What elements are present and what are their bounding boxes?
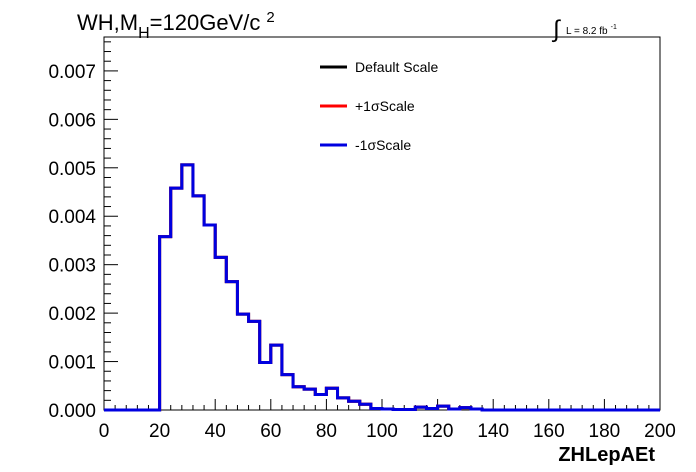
legend: Default Scale +1σScale -1σScale xyxy=(320,59,438,153)
x-tick-label: 20 xyxy=(149,421,170,442)
y-tick-label: 0.004 xyxy=(48,207,96,228)
y-tick-label: 0.007 xyxy=(48,62,96,83)
chart-title: WH,MH=120GeV/c 2 xyxy=(77,9,275,42)
title-main: WH,M xyxy=(77,10,138,35)
integral-symbol: ∫ xyxy=(551,16,561,43)
series-line-2 xyxy=(104,163,660,412)
y-axis: 0.000 0.001 0.002 0.003 0.004 0.005 0.006 0.007 xyxy=(48,37,118,422)
x-axis-label: ZHLepAEt xyxy=(558,444,655,466)
y-tick-label: 0.002 xyxy=(48,304,96,325)
x-tick-label: 0 xyxy=(99,421,110,442)
y-tick-label: 0.006 xyxy=(48,110,96,131)
title-subscript: H xyxy=(138,25,150,42)
x-tick-label: 160 xyxy=(533,421,565,442)
y-tick-label: 0.000 xyxy=(48,401,96,422)
y-tick-label: 0.001 xyxy=(48,353,96,374)
series-layer xyxy=(104,163,660,412)
x-tick-label: 60 xyxy=(260,421,281,442)
x-tick-label: 120 xyxy=(422,421,454,442)
x-tick-label: 140 xyxy=(477,421,509,442)
legend-label: +1σScale xyxy=(355,98,415,114)
luminosity-label: ∫ L = 8.2 fb -1 xyxy=(551,16,617,43)
x-tick-label: 200 xyxy=(644,421,676,442)
y-tick-label: 0.005 xyxy=(48,159,96,180)
luminosity-text: L = 8.2 fb -1 xyxy=(566,24,617,37)
legend-label: Default Scale xyxy=(355,59,438,75)
title-rest: =120GeV/c xyxy=(150,10,261,35)
y-tick-label: 0.003 xyxy=(48,256,96,277)
x-tick-label: 180 xyxy=(589,421,621,442)
title-superscript: 2 xyxy=(266,9,274,26)
legend-label: -1σScale xyxy=(355,137,411,153)
x-tick-label: 100 xyxy=(366,421,398,442)
x-tick-label: 80 xyxy=(316,421,337,442)
x-tick-label: 40 xyxy=(205,421,226,442)
